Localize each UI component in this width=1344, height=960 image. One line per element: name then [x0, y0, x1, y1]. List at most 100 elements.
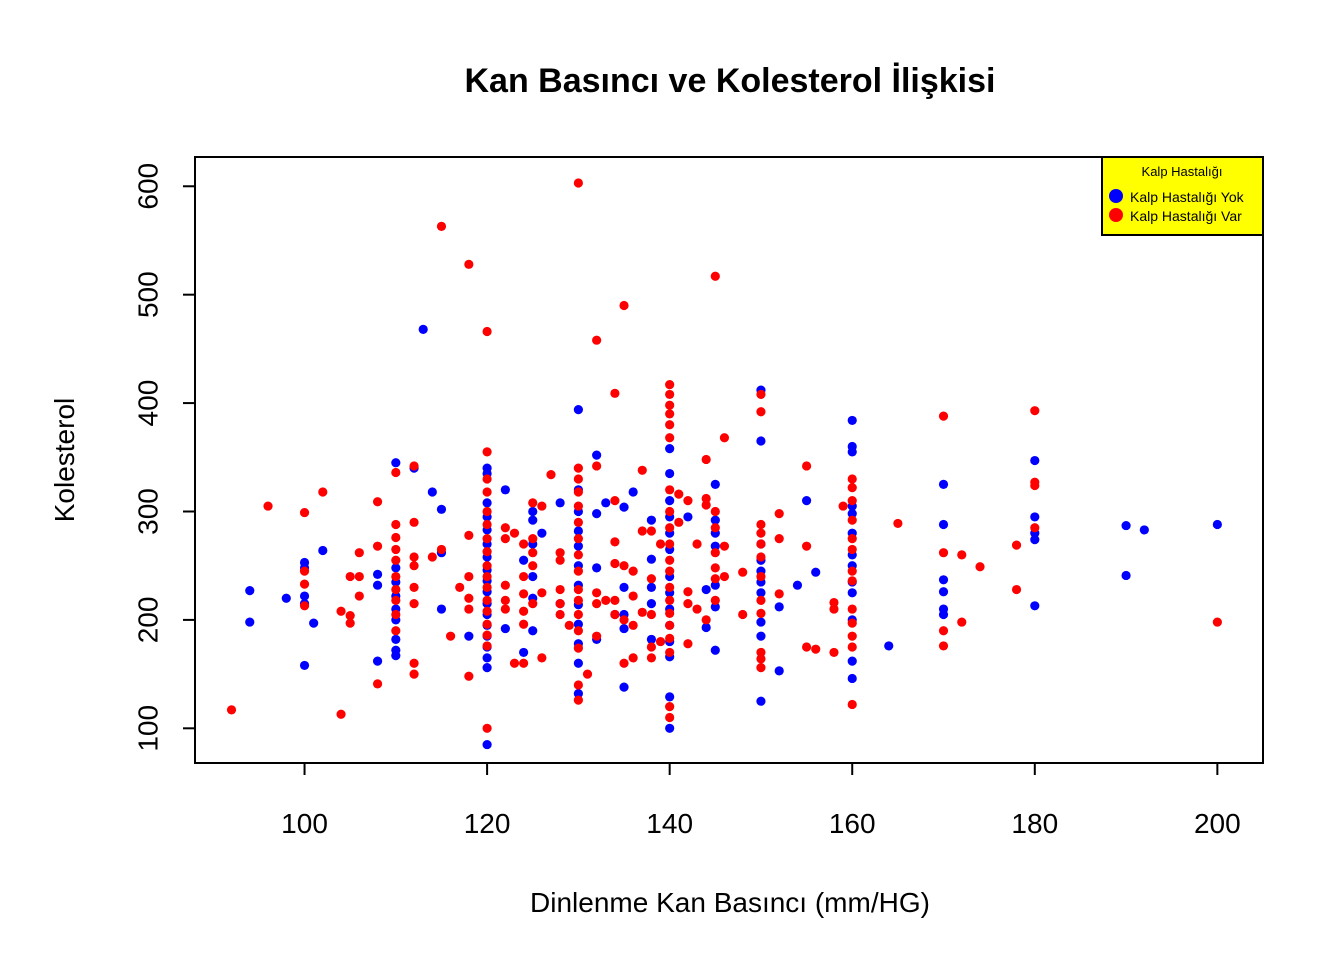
- data-point-no-disease: [884, 641, 894, 651]
- data-point-disease: [756, 407, 766, 417]
- data-point-no-disease: [519, 647, 529, 658]
- data-point-disease: [528, 599, 538, 609]
- data-point-disease: [482, 326, 492, 337]
- data-point-disease: [519, 589, 529, 599]
- data-point-disease: [555, 599, 565, 609]
- data-point-disease: [391, 609, 401, 620]
- data-point-no-disease: [665, 692, 675, 702]
- data-point-disease: [519, 539, 529, 549]
- data-point-disease: [555, 584, 565, 595]
- data-point-disease: [610, 496, 620, 506]
- data-point-disease: [354, 571, 364, 582]
- y-tick-label: 500: [133, 271, 164, 318]
- data-point-disease: [592, 631, 602, 641]
- data-point-no-disease: [938, 587, 949, 597]
- data-point-disease: [482, 447, 492, 457]
- data-point-disease: [226, 705, 237, 715]
- y-axis-label: Kolesterol: [49, 398, 80, 523]
- data-point-disease: [847, 483, 857, 493]
- data-point-disease: [299, 601, 310, 611]
- data-point-disease: [573, 643, 583, 653]
- data-point-no-disease: [710, 645, 720, 655]
- data-point-disease: [957, 550, 967, 560]
- data-point-disease: [847, 544, 857, 555]
- x-axis: 100 120 140 160 180 200: [281, 763, 1241, 839]
- data-point-disease: [436, 544, 447, 555]
- data-point-disease: [573, 501, 583, 511]
- data-point-disease: [1011, 540, 1022, 550]
- data-point-disease: [801, 541, 812, 551]
- data-point-disease: [665, 582, 675, 592]
- data-point-no-disease: [391, 651, 401, 661]
- data-point-disease: [409, 561, 419, 571]
- data-point-disease: [482, 547, 492, 557]
- data-point-no-disease: [1030, 455, 1040, 466]
- data-point-disease: [519, 658, 529, 668]
- data-point-disease: [646, 574, 657, 584]
- x-tick-label: 100: [281, 808, 328, 839]
- data-point-disease: [345, 571, 355, 582]
- data-point-no-disease: [528, 506, 538, 517]
- data-point-disease: [619, 300, 629, 311]
- data-point-disease: [537, 588, 547, 598]
- data-point-disease: [847, 533, 857, 544]
- data-point-disease: [756, 519, 766, 530]
- data-point-no-disease: [847, 447, 857, 457]
- data-point-disease: [756, 654, 766, 664]
- data-point-disease: [555, 555, 565, 565]
- data-point-disease: [665, 400, 675, 410]
- data-point-disease: [628, 620, 638, 630]
- data-point-disease: [957, 617, 967, 627]
- data-point-no-disease: [619, 582, 629, 592]
- data-point-disease: [938, 626, 949, 636]
- data-point-disease: [592, 461, 602, 471]
- data-point-no-disease: [701, 622, 711, 633]
- data-point-disease: [482, 723, 492, 733]
- data-point-disease: [409, 669, 419, 679]
- data-point-no-disease: [646, 599, 657, 609]
- data-point-no-disease: [938, 519, 949, 530]
- data-point-disease: [619, 658, 629, 668]
- data-point-no-disease: [847, 656, 857, 666]
- data-point-disease: [683, 599, 693, 609]
- legend-marker-disease: [1109, 208, 1123, 222]
- data-point-disease: [573, 595, 583, 605]
- data-point-no-disease: [665, 468, 675, 479]
- data-point-disease: [537, 653, 547, 663]
- data-point-no-disease: [299, 660, 310, 671]
- data-point-disease: [710, 506, 720, 517]
- data-point-no-disease: [372, 569, 383, 579]
- data-point-disease: [509, 528, 520, 538]
- plot-area-border: [194, 156, 1264, 764]
- data-point-no-disease: [573, 541, 583, 551]
- data-point-no-disease: [619, 623, 629, 634]
- data-point-no-disease: [801, 496, 812, 506]
- data-point-no-disease: [573, 619, 583, 629]
- data-point-no-disease: [619, 502, 629, 512]
- data-point-disease: [464, 571, 474, 582]
- data-point-disease: [646, 642, 657, 652]
- data-point-no-disease: [519, 555, 529, 565]
- data-point-disease: [756, 571, 766, 582]
- data-point-disease: [555, 609, 565, 620]
- data-point-disease: [464, 530, 474, 540]
- data-point-disease: [774, 509, 784, 519]
- data-point-no-disease: [528, 515, 538, 525]
- data-point-disease: [710, 563, 720, 573]
- data-point-no-disease: [1139, 525, 1149, 535]
- data-point-disease: [637, 465, 647, 475]
- data-point-disease: [573, 533, 583, 544]
- data-point-no-disease: [299, 591, 310, 601]
- data-point-disease: [427, 552, 437, 562]
- data-point-no-disease: [628, 487, 638, 497]
- data-point-disease: [601, 595, 611, 605]
- data-point-disease: [665, 380, 675, 390]
- data-point-disease: [372, 541, 383, 551]
- data-point-no-disease: [573, 526, 583, 536]
- data-point-disease: [464, 671, 474, 681]
- data-point-no-disease: [427, 487, 437, 497]
- data-point-no-disease: [391, 458, 401, 468]
- data-point-no-disease: [318, 545, 328, 556]
- data-point-no-disease: [1121, 520, 1131, 531]
- data-point-disease: [646, 653, 657, 663]
